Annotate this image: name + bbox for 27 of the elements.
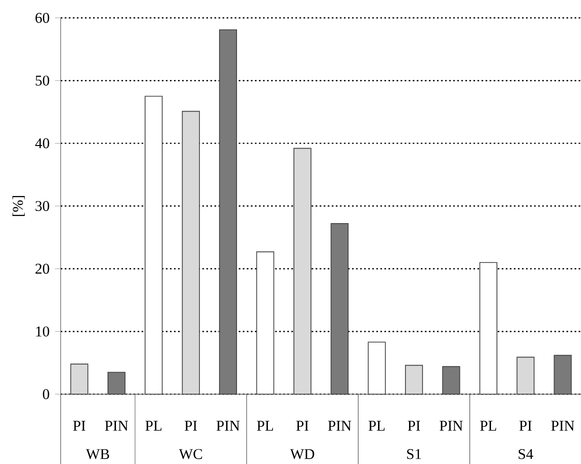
y-tick-label: 0 bbox=[42, 389, 50, 400]
x-tick-label: S4 bbox=[518, 448, 534, 459]
y-tick-label: 10 bbox=[36, 326, 50, 336]
y-tick-label: 40 bbox=[35, 138, 50, 148]
text: PL bbox=[480, 420, 496, 430]
y-tick-label: 50 bbox=[36, 75, 50, 86]
text: PL bbox=[257, 420, 273, 430]
y-tick-label: 20 bbox=[36, 264, 50, 274]
y-axis-title: [%] bbox=[12, 196, 25, 216]
text: PI bbox=[296, 420, 308, 430]
text: PIN bbox=[104, 420, 128, 430]
series-label: PI bbox=[73, 420, 86, 430]
text: PIN bbox=[216, 420, 240, 430]
series-label: PIN bbox=[440, 420, 463, 430]
text: PI bbox=[408, 420, 420, 430]
y-tick-label: 30 bbox=[36, 200, 50, 211]
text: PI bbox=[519, 420, 532, 430]
text: PI bbox=[184, 420, 197, 430]
series-label: PL bbox=[145, 420, 162, 430]
x-tick-label: WD bbox=[290, 449, 314, 459]
text: PIN bbox=[328, 420, 352, 430]
text: PL bbox=[368, 420, 385, 430]
y-tick-label: 60 bbox=[36, 12, 50, 23]
x-tick-label: S1 bbox=[407, 448, 421, 459]
x-tick-label: WB bbox=[86, 449, 110, 459]
x-tick-label: WC bbox=[178, 448, 202, 459]
text: PIN bbox=[551, 420, 574, 430]
